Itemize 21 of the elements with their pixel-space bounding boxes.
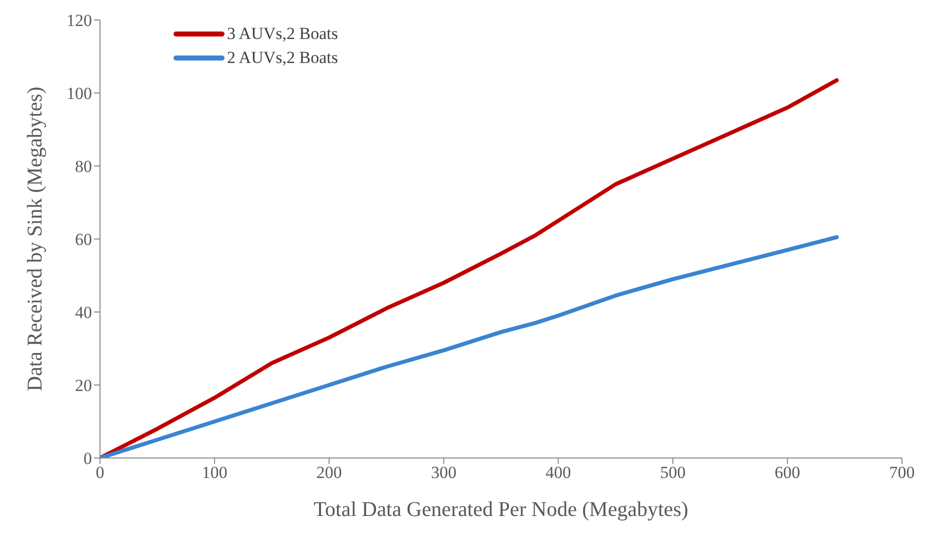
y-tick-label: 40: [75, 303, 92, 322]
x-tick-label: 700: [889, 463, 915, 482]
y-tick-label: 100: [66, 84, 92, 104]
x-axis-title: Total Data Generated Per Node (Megabytes): [314, 497, 688, 521]
line-series: [100, 235, 839, 458]
legend-label: 3 AUVs,2 Boats: [227, 24, 338, 44]
y-tick-label: 60: [75, 230, 92, 250]
x-tick-label: 600: [774, 463, 800, 482]
line-series: [100, 78, 839, 458]
y-axis-title: Data Received by Sink (Megabytes): [22, 86, 46, 392]
y-tick-label: 80: [75, 157, 92, 176]
x-tick-label: 400: [546, 463, 572, 482]
x-tick-label: 500: [660, 463, 686, 482]
x-tick-label: 100: [202, 463, 228, 482]
x-tick-label: 300: [430, 463, 456, 482]
x-tick-label: 200: [316, 463, 342, 482]
y-tick-label: 20: [75, 376, 92, 396]
y-tick-label: 0: [84, 449, 92, 468]
y-tick-label: 120: [66, 11, 92, 30]
legend-label: 2 AUVs,2 Boats: [227, 48, 338, 68]
x-tick-label: 0: [96, 463, 104, 482]
